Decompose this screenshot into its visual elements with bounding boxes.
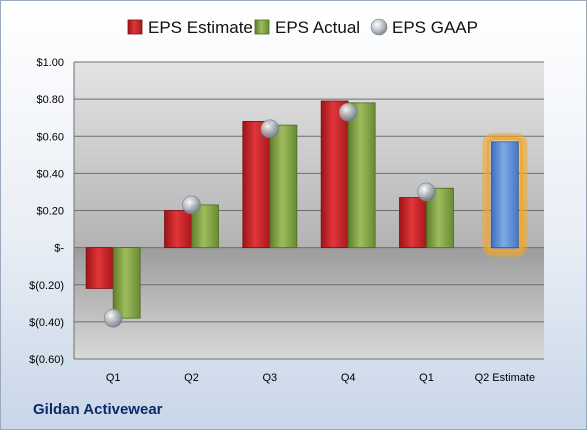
eps-gaap-marker: [417, 182, 436, 202]
eps-estimate-bar: [85, 247, 114, 289]
x-tick-label: Q2: [184, 372, 199, 384]
eps-actual-bar: [112, 247, 141, 319]
eps-estimate-bar: [164, 210, 192, 249]
y-tick-label: $(0.20): [29, 280, 64, 292]
legend-eps-estimate-swatch: [127, 19, 143, 35]
eps-estimate-bar: [320, 100, 349, 249]
y-tick-label: $1.00: [36, 57, 64, 69]
legend-eps-gaap-swatch: [370, 18, 388, 36]
legend-eps-actual-swatch: [254, 19, 270, 35]
x-tick-label: Q4: [341, 372, 356, 384]
y-tick-label: $(0.40): [29, 317, 64, 329]
y-tick-label: $-: [54, 243, 64, 255]
x-tick-label: Q2 Estimate: [475, 372, 536, 384]
eps-estimate-next-bar: [490, 141, 519, 249]
eps-actual-bar: [347, 102, 376, 249]
y-tick-label: $(0.60): [29, 354, 64, 366]
plot-area-negative: [74, 247, 544, 359]
legend-eps-estimate-label: EPS Estimate: [148, 18, 253, 37]
legend-eps-gaap-label: EPS GAAP: [392, 18, 478, 37]
eps-actual-bar: [269, 124, 298, 249]
x-tick-label: Q1: [419, 372, 434, 384]
estimate-glow: [482, 132, 528, 257]
eps-estimate-bar: [399, 197, 427, 249]
eps-gaap-marker: [103, 308, 123, 328]
x-tick-label: Q3: [262, 372, 277, 384]
company-name: Gildan Activewear: [33, 401, 163, 418]
y-tick-label: $0.60: [36, 131, 64, 143]
estimate-glow-inner: [486, 137, 523, 253]
y-tick-label: $0.20: [36, 206, 64, 218]
eps-gaap-marker: [338, 102, 358, 122]
eps-gaap-marker: [260, 119, 280, 139]
x-tick-label: Q1: [106, 372, 121, 384]
eps-estimate-bar: [242, 121, 271, 249]
y-tick-label: $0.80: [36, 94, 64, 106]
plot-area-positive: [74, 62, 544, 248]
eps-gaap-marker: [182, 195, 201, 215]
y-tick-label: $0.40: [36, 168, 64, 180]
legend-eps-actual-label: EPS Actual: [275, 18, 360, 37]
